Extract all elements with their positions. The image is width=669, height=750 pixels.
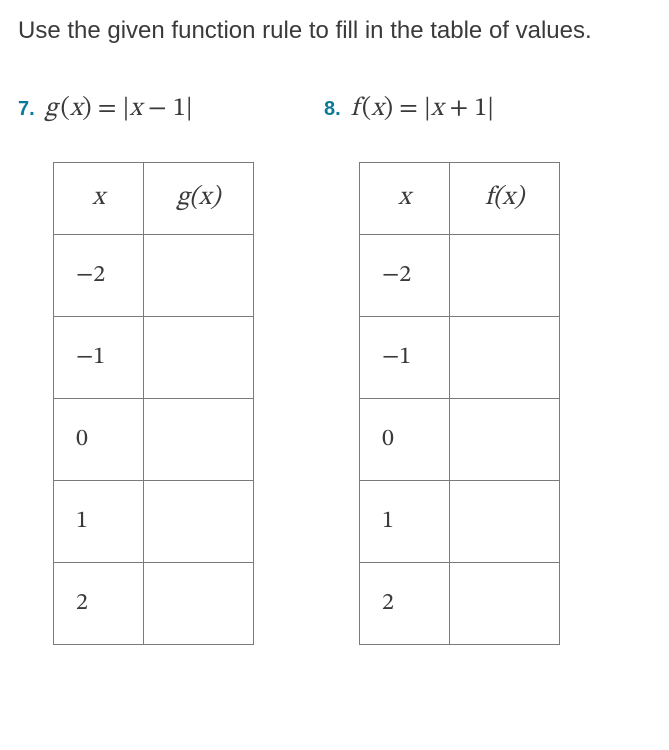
- x-cell: 1: [360, 480, 450, 562]
- table-header-x: x: [54, 162, 144, 234]
- fx-cell[interactable]: [450, 480, 560, 562]
- fx-cell[interactable]: [450, 398, 560, 480]
- func-var: x: [70, 96, 82, 122]
- problem-8-header: 8. f (x) = |x + 1|: [324, 93, 560, 126]
- table-header-fx: f(x): [450, 162, 560, 234]
- table-row: 2: [54, 562, 254, 644]
- x-cell: 2: [360, 562, 450, 644]
- instruction-text: Use the given function rule to fill in t…: [18, 14, 651, 49]
- x-cell: −2: [360, 234, 450, 316]
- fx-cell[interactable]: [450, 316, 560, 398]
- func-var: x: [371, 96, 383, 122]
- problem-7: 7. g (x) = |x − 1| x g(x) −2 −1 0: [18, 93, 254, 645]
- table-row: −1: [360, 316, 560, 398]
- problem-7-table: x g(x) −2 −1 0 1 2: [53, 162, 254, 645]
- func-name: f: [351, 96, 359, 122]
- problem-8-table: x f(x) −2 −1 0 1 2: [359, 162, 560, 645]
- fx-label: f(x): [485, 185, 524, 211]
- fx-cell[interactable]: [450, 562, 560, 644]
- table-row: −2: [54, 234, 254, 316]
- table-row: −2: [360, 234, 560, 316]
- fx-cell[interactable]: [144, 234, 254, 316]
- x-cell: 0: [54, 398, 144, 480]
- problem-7-header: 7. g (x) = |x − 1|: [18, 93, 254, 126]
- problem-number: 7.: [18, 98, 35, 121]
- func-rhs-var: x: [431, 96, 443, 122]
- problem-7-function: g (x) = |x − 1|: [45, 93, 193, 126]
- x-cell: −1: [54, 316, 144, 398]
- func-name: g: [45, 96, 58, 122]
- x-cell: 0: [360, 398, 450, 480]
- table-header-x: x: [360, 162, 450, 234]
- table-row: 0: [360, 398, 560, 480]
- table-row: −1: [54, 316, 254, 398]
- x-cell: 1: [54, 480, 144, 562]
- fx-cell[interactable]: [144, 398, 254, 480]
- problems-container: 7. g (x) = |x − 1| x g(x) −2 −1 0: [18, 93, 651, 645]
- table-row: 1: [54, 480, 254, 562]
- problem-8: 8. f (x) = |x + 1| x f(x) −2 −1 0: [324, 93, 560, 645]
- fx-cell[interactable]: [450, 234, 560, 316]
- fx-cell[interactable]: [144, 562, 254, 644]
- table-row: 2: [360, 562, 560, 644]
- table-row: 1: [360, 480, 560, 562]
- fx-cell[interactable]: [144, 480, 254, 562]
- x-cell: −2: [54, 234, 144, 316]
- fx-label: g(x): [177, 185, 221, 211]
- problem-number: 8.: [324, 98, 341, 121]
- table-row: 0: [54, 398, 254, 480]
- x-cell: −1: [360, 316, 450, 398]
- func-rhs-var: x: [129, 96, 141, 122]
- problem-8-function: f (x) = |x + 1|: [351, 93, 494, 126]
- fx-cell[interactable]: [144, 316, 254, 398]
- table-header-fx: g(x): [144, 162, 254, 234]
- x-cell: 2: [54, 562, 144, 644]
